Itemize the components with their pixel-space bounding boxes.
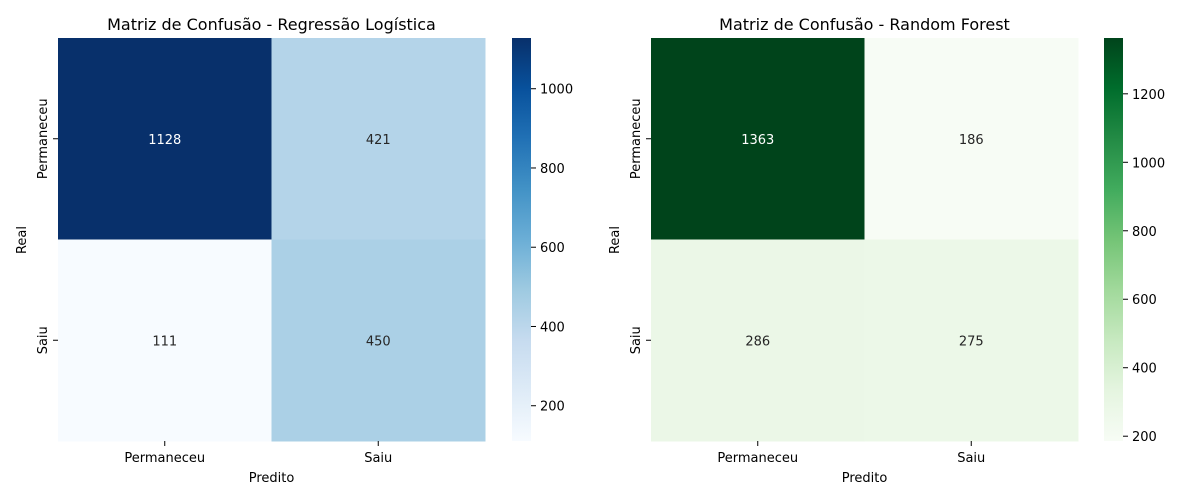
cell-value-label: 421 <box>366 133 391 148</box>
heatmap-cell-r0-c0 <box>58 38 272 240</box>
cell-value-label: 286 <box>745 334 770 349</box>
heatmap-panel-logistic-regression: Matriz de Confusão - Regressão Logística… <box>15 15 573 486</box>
colorbar-ticks: 200 400 600 800 1000 1200 <box>1123 88 1165 445</box>
colorbar-tick-label: 600 <box>540 241 565 256</box>
x-tick-label: Permaneceu <box>717 451 798 466</box>
y-axis-ticks: Permaneceu Saiu <box>36 98 58 354</box>
cell-value-label: 1128 <box>148 133 181 148</box>
colorbar-tick-label: 800 <box>540 162 565 177</box>
x-tick-label: Permaneceu <box>124 451 205 466</box>
colorbar-tick-label: 400 <box>540 320 565 335</box>
colorbar-tick-label: 200 <box>1132 430 1157 445</box>
colorbar-tick-label: 800 <box>1132 225 1157 240</box>
y-tick-label: Permaneceu <box>629 98 644 179</box>
colorbar-tick-label: 1000 <box>1132 156 1165 171</box>
heatmap-cell-r0-c1 <box>864 38 1079 240</box>
heatmap-cell-r1-c1 <box>864 239 1079 442</box>
heatmap-cell-r0-c1 <box>271 38 486 240</box>
heatmap-cells: 1363 186 286 275 <box>651 38 1079 442</box>
y-axis-label: Real <box>15 226 30 254</box>
y-axis-ticks: Permaneceu Saiu <box>629 98 651 354</box>
x-axis-label: Predito <box>842 471 888 486</box>
heatmap-cells: 1128 421 111 450 <box>58 38 486 442</box>
colorbar-tick-label: 400 <box>1132 362 1157 377</box>
cell-value-label: 275 <box>959 334 984 349</box>
heatmap-cell-r1-c0 <box>58 239 272 442</box>
x-axis-ticks: Permaneceu Saiu <box>717 441 985 466</box>
y-tick-label: Saiu <box>629 326 644 354</box>
cell-value-label: 186 <box>959 133 984 148</box>
x-tick-label: Saiu <box>364 451 392 466</box>
heatmap-cell-r0-c0 <box>651 38 865 240</box>
colorbar-tick-label: 1200 <box>1132 88 1165 103</box>
cell-value-label: 1363 <box>741 133 774 148</box>
chart-title: Matriz de Confusão - Random Forest <box>719 15 1010 34</box>
colorbar-tick-label: 200 <box>540 400 565 415</box>
x-tick-label: Saiu <box>957 451 985 466</box>
colorbar-ticks: 200 400 600 800 1000 <box>531 83 573 415</box>
x-axis-ticks: Permaneceu Saiu <box>124 441 392 466</box>
x-axis-label: Predito <box>249 471 295 486</box>
heatmap-panel-random-forest: Matriz de Confusão - Random Forest 1363 1… <box>608 15 1165 486</box>
chart-title: Matriz de Confusão - Regressão Logística <box>107 15 436 34</box>
colorbar-tick-label: 1000 <box>540 83 573 98</box>
colorbar-tick-label: 600 <box>1132 293 1157 308</box>
y-axis-label: Real <box>608 226 623 254</box>
cell-value-label: 450 <box>366 334 391 349</box>
heatmap-cell-r1-c0 <box>651 239 865 442</box>
colorbar <box>512 38 531 441</box>
heatmap-cell-r1-c1 <box>271 239 486 442</box>
cell-value-label: 111 <box>152 334 177 349</box>
y-tick-label: Permaneceu <box>36 98 51 179</box>
colorbar <box>1104 38 1123 441</box>
y-tick-label: Saiu <box>36 326 51 354</box>
